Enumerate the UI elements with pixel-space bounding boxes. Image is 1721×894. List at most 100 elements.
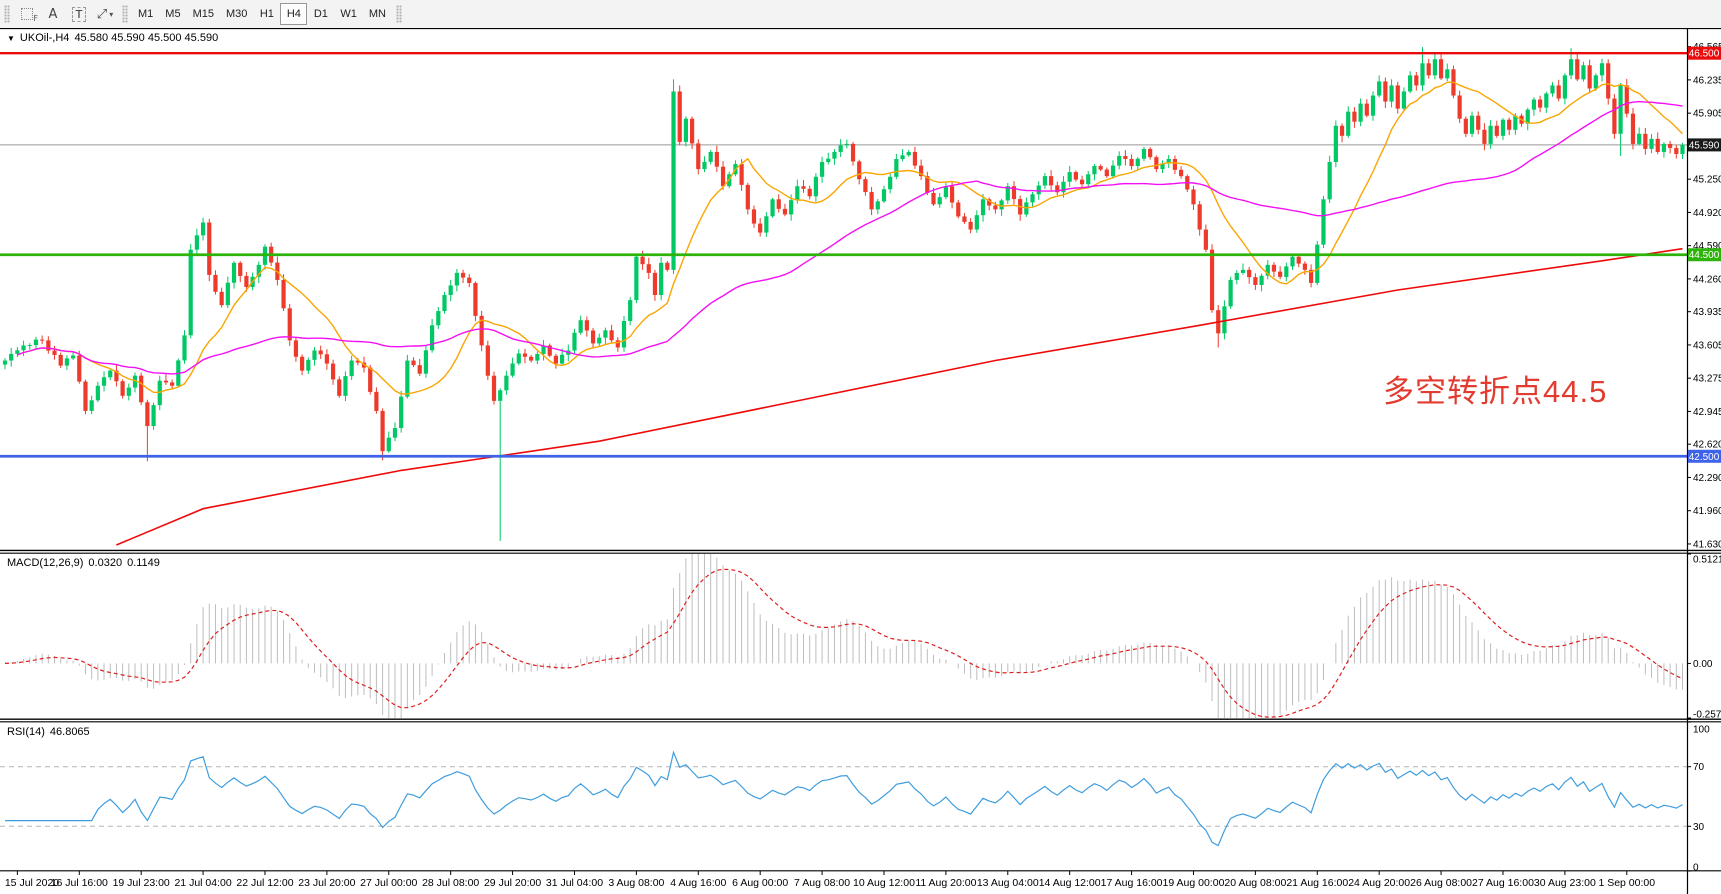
svg-text:42.500: 42.500 [1689,452,1720,463]
letter-a-icon: A [48,6,58,22]
svg-text:28 Jul 08:00: 28 Jul 08:00 [422,877,479,889]
letter-t-icon: T [71,6,87,22]
price-badge-46.500: 46.500 [1688,46,1721,60]
sync-arrows-icon: ⤢ [96,6,108,22]
svg-text:21 Jul 04:00: 21 Jul 04:00 [174,877,231,889]
svg-text:3 Aug 08:00: 3 Aug 08:00 [608,877,664,889]
svg-text:19 Jul 23:00: 19 Jul 23:00 [113,877,170,889]
chevron-down-icon: ▾ [109,9,114,19]
timeframe-button-m30[interactable]: M30 [225,8,248,20]
svg-text:23 Jul 20:00: 23 Jul 20:00 [298,877,355,889]
timeframe-button-m1[interactable]: M1 [138,8,154,20]
svg-text:30 Aug 23:00: 30 Aug 23:00 [1534,877,1596,889]
macd-signal-line [4,568,1683,718]
svg-text:44.920: 44.920 [1693,208,1721,219]
svg-text:42.945: 42.945 [1693,407,1721,418]
svg-text:42.290: 42.290 [1693,473,1721,484]
grid-icon: F [21,8,38,23]
moving-averages [17,81,1683,546]
svg-text:30: 30 [1693,822,1705,833]
svg-text:1 Sep 00:00: 1 Sep 00:00 [1598,877,1655,889]
toolbar: F A T ⤢ ▾ M1 M5 M15 M30 H1 H4 D1 W1 MN [0,0,1721,28]
svg-text:11 Aug 20:00: 11 Aug 20:00 [915,877,976,889]
timeframe-button-m5[interactable]: M5 [165,8,181,20]
svg-text:29 Jul 20:00: 29 Jul 20:00 [484,877,541,889]
symbol-ohlc-label: ▼ UKOil-,H4 45.580 45.590 45.500 45.590 [7,32,223,44]
chart-annotation-text: 多空转折点44.5 [1383,374,1608,409]
fast-ma [17,81,1683,395]
svg-text:46.235: 46.235 [1693,75,1721,86]
svg-text:43.605: 43.605 [1693,340,1721,351]
slow-ma [116,247,1683,546]
svg-text:41.960: 41.960 [1693,506,1721,517]
svg-text:27 Aug 16:00: 27 Aug 16:00 [1472,877,1534,889]
svg-text:100: 100 [1693,725,1710,736]
timeframe-button-w1[interactable]: W1 [340,8,357,20]
svg-text:27 Jul 00:00: 27 Jul 00:00 [360,877,417,889]
symbol-dropdown-icon[interactable]: ▼ [7,34,15,43]
text-box-button[interactable]: T [67,3,91,25]
svg-text:7 Aug 08:00: 7 Aug 08:00 [794,877,850,889]
svg-text:0.5121: 0.5121 [1693,555,1721,566]
macd-histogram [10,554,1683,718]
svg-text:13 Aug 04:00: 13 Aug 04:00 [977,877,1039,889]
macd-signal-value: 0.1149 [127,557,160,569]
svg-text:24 Aug 20:00: 24 Aug 20:00 [1348,877,1410,889]
svg-text:20 Aug 08:00: 20 Aug 08:00 [1224,877,1286,889]
timeframe-group: M1 M5 M15 M30 H1 H4 D1 W1 MN [132,3,392,25]
svg-text:44.590: 44.590 [1693,241,1721,252]
svg-text:4 Aug 16:00: 4 Aug 16:00 [670,877,726,889]
svg-text:-0.2578: -0.2578 [1693,710,1721,721]
svg-text:44.260: 44.260 [1693,274,1721,285]
macd-main-value: 0.0320 [88,557,123,569]
price-badge-45.590: 45.590 [1688,138,1721,152]
svg-text:46.500: 46.500 [1689,49,1720,60]
svg-text:43.275: 43.275 [1693,374,1721,385]
svg-text:31 Jul 04:00: 31 Jul 04:00 [546,877,603,889]
svg-text:43.935: 43.935 [1693,307,1721,318]
svg-text:0.00: 0.00 [1693,659,1713,670]
timeframe-button-d1[interactable]: D1 [313,8,328,20]
toolbar-drag-handle[interactable] [4,5,10,23]
svg-text:70: 70 [1693,762,1705,773]
timeframe-button-h1[interactable]: H1 [259,8,274,20]
rsi-line [5,750,1683,847]
crosshair-sync-button[interactable]: ⤢ ▾ [93,3,117,25]
toolbar-end-separator[interactable] [395,5,402,23]
svg-text:10 Aug 12:00: 10 Aug 12:00 [853,877,915,889]
rsi-name: RSI(14) [7,726,45,738]
timeframe-button-m15[interactable]: M15 [192,8,214,20]
svg-text:42.620: 42.620 [1693,440,1721,451]
svg-text:45.250: 45.250 [1693,175,1721,186]
svg-text:44.500: 44.500 [1689,250,1720,261]
symbol-name: UKOil-,H4 [19,32,70,44]
svg-text:19 Aug 00:00: 19 Aug 00:00 [1163,877,1225,889]
svg-text:26 Aug 08:00: 26 Aug 08:00 [1410,877,1472,889]
svg-text:22 Jul 12:00: 22 Jul 12:00 [236,877,293,889]
timeframe-button-h4[interactable]: H4 [280,3,308,25]
text-label-button[interactable]: A [41,3,65,25]
toolbar-group-separator[interactable] [122,5,128,23]
price-badge-44.500: 44.500 [1688,248,1721,262]
svg-text:6 Aug 00:00: 6 Aug 00:00 [732,877,788,889]
macd-name: MACD(12,26,9) [7,557,84,569]
svg-text:41.630: 41.630 [1693,539,1721,550]
svg-text:45.905: 45.905 [1693,109,1721,120]
svg-text:45.590: 45.590 [1689,140,1720,151]
svg-text:17 Aug 16:00: 17 Aug 16:00 [1101,877,1163,889]
svg-text:14 Aug 12:00: 14 Aug 12:00 [1039,877,1101,889]
price-badge-42.500: 42.500 [1688,449,1721,463]
templates-grid-icon[interactable]: F [15,3,39,25]
timeframe-button-mn[interactable]: MN [368,8,386,20]
svg-text:16 Jul 16:00: 16 Jul 16:00 [51,877,108,889]
macd-indicator-label: MACD(12,26,9) 0.0320 0.1149 [7,557,165,569]
grid-icon-sub: F [33,14,38,23]
svg-text:0: 0 [1693,863,1699,874]
rsi-indicator-label: RSI(14) 46.8065 [7,726,95,738]
svg-text:15 Jul 2020: 15 Jul 2020 [5,877,59,889]
ohlc-quote: 45.580 45.590 45.500 45.590 [74,32,219,44]
medium-ma [17,100,1683,375]
svg-text:21 Aug 16:00: 21 Aug 16:00 [1286,877,1348,889]
